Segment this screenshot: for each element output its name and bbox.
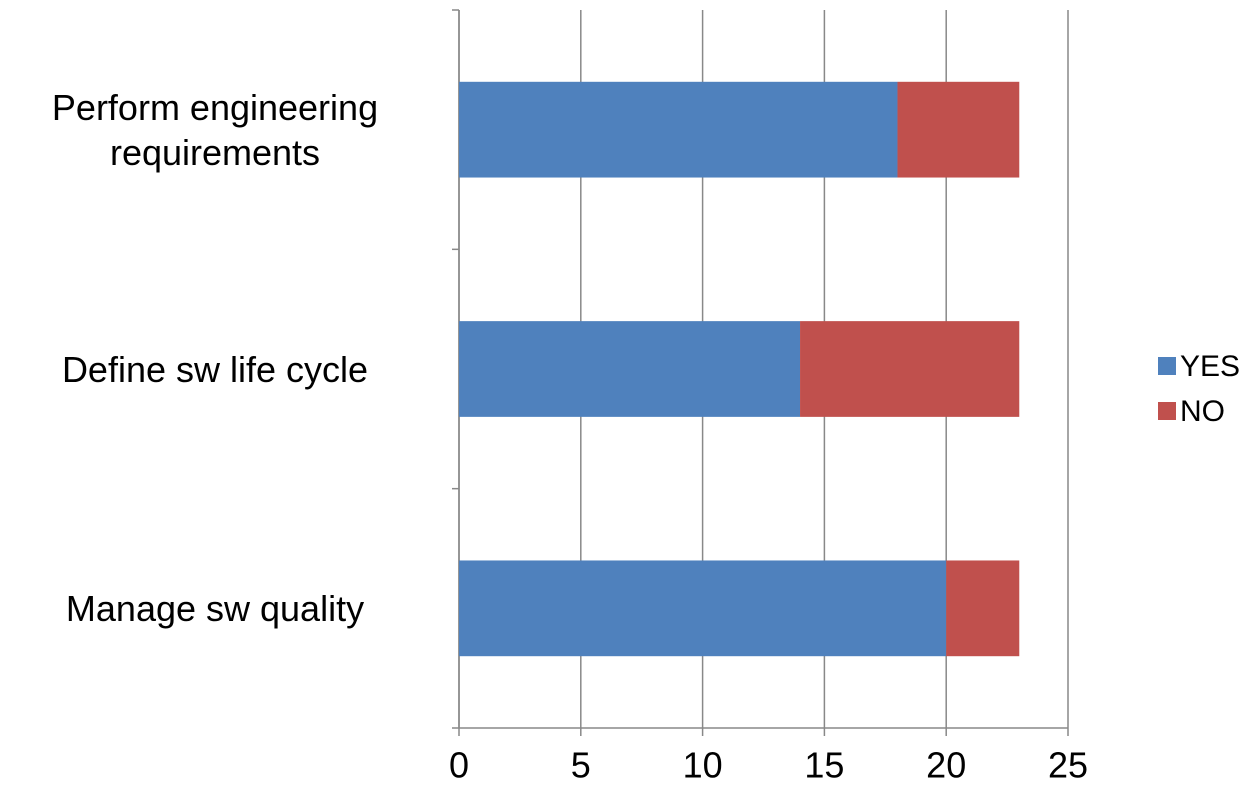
- x-tick-label: 20: [926, 745, 966, 786]
- legend-swatch: [1158, 402, 1176, 420]
- x-tick-label: 5: [571, 745, 591, 786]
- bar: [800, 321, 1020, 417]
- bar: [897, 81, 1020, 178]
- bar: [946, 560, 1020, 657]
- bar: [459, 321, 801, 417]
- x-tick-label: 15: [804, 745, 844, 786]
- y-tick-label: Manage sw quality: [65, 587, 365, 629]
- x-tick-label: 10: [683, 745, 723, 786]
- y-tick-label: Perform engineering requirements: [51, 86, 379, 173]
- x-tick-label: 0: [449, 745, 469, 786]
- y-tick-label: Define sw life cycle: [61, 348, 369, 390]
- x-tick-label: 25: [1048, 745, 1088, 786]
- bar: [459, 81, 898, 178]
- legend-label: YES: [1180, 350, 1240, 383]
- legend-label: NO: [1180, 395, 1225, 428]
- bar: [459, 560, 947, 657]
- legend-swatch: [1158, 357, 1176, 375]
